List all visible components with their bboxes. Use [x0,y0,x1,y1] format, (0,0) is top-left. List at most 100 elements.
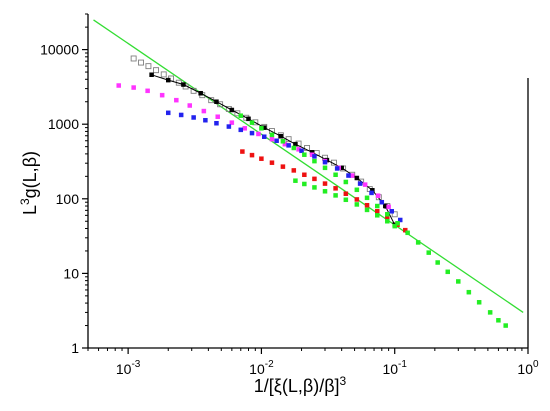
series-1-point-1 [165,77,171,83]
series-5-point-17 [415,240,421,245]
series-0-point-21 [304,145,311,151]
series-2-point-3 [159,92,165,98]
series-1-point-3 [198,90,203,96]
series-2-point-10 [256,131,261,137]
series-6-point-8 [375,213,380,218]
series-4-point-12 [364,202,370,208]
series-5-point-0 [238,113,244,118]
series-1-point-8 [278,133,284,139]
series-4-point-6 [302,172,307,178]
series-5-point-20 [445,269,451,275]
y-tick-label-4: 10000 [40,42,79,58]
x-tick-label-1: 10-2 [249,359,274,377]
series-1-point-9 [293,141,298,147]
fit-line-layer [93,19,524,313]
series-6-point-3 [322,189,328,194]
y-tick-label-3: 1000 [48,116,79,132]
series-0-point-0 [130,55,137,62]
series-3-point-19 [389,209,394,214]
series-4-point-2 [259,156,264,161]
series-5-point-4 [280,139,286,144]
series-0-point-13 [234,110,241,117]
series-5 [238,113,508,328]
series-1-point-4 [214,99,219,104]
series-6-point-6 [354,202,360,207]
series-4-point-7 [312,176,317,182]
series-5-point-26 [503,323,508,328]
series-3-point-20 [397,217,403,223]
y-tick-label-1: 10 [63,265,79,281]
series-5-point-1 [249,120,255,125]
series-layer [116,55,508,328]
series-3-point-13 [322,159,328,165]
series-5-point-12 [364,195,370,201]
series-4-point-0 [240,149,245,154]
series-3-point-8 [261,134,267,139]
series-1-point-13 [354,175,360,181]
series-5-point-6 [302,152,307,157]
series-0-point-11 [217,101,224,108]
series-6-point-9 [385,219,390,224]
series-1-point-6 [246,116,251,122]
series-5-point-15 [395,221,400,226]
series-1-point-0 [149,72,154,78]
series-3-point-1 [178,112,184,118]
series-2-point-6 [201,108,207,114]
series-0-point-1 [138,59,144,66]
series-6-point-4 [333,193,338,198]
series-4-point-13 [375,209,380,214]
series-2-point-1 [131,85,136,90]
series-5-point-21 [456,279,461,284]
series-0-point-3 [153,67,160,74]
series-6-point-10 [392,223,397,229]
series-5-point-14 [385,212,390,217]
series-3-point-15 [346,173,351,178]
axes: 10-3 10-2 10-1 100 1 10 100 1000 10000 [40,13,539,377]
y-tick-label-0: 1 [71,340,79,356]
series-6 [293,178,397,229]
series-6-point-7 [364,207,370,213]
series-3-point-9 [274,138,279,143]
series-2 [116,83,391,210]
y-tick-label-2: 100 [56,191,80,207]
series-4-point-10 [343,191,349,196]
series-2-point-8 [229,120,235,125]
series-3 [165,110,403,223]
series-5-point-25 [496,318,501,323]
x-tick-label-2: 10-1 [382,359,407,377]
series-3-point-11 [299,148,304,154]
series-5-point-19 [435,260,440,265]
series-5-point-11 [354,187,360,193]
series-5-point-9 [333,172,338,178]
series-3-point-16 [357,181,363,186]
series-6-point-2 [312,185,317,190]
series-4-point-11 [354,197,360,202]
x-tick-label-3: 100 [517,359,539,377]
y-axis-title: L3g(L,β) [18,151,40,215]
series-0-point-2 [145,63,152,70]
series-2-point-11 [269,136,275,142]
series-2-point-5 [187,103,193,108]
series-5-point-18 [426,250,431,255]
series-4-point-16 [403,227,408,233]
series-2-point-17 [349,173,355,178]
series-4-point-5 [291,168,297,173]
series-4-point-1 [249,152,255,158]
plot-area [93,19,524,328]
series-3-point-5 [226,124,232,129]
series-6-point-5 [343,197,349,203]
series-5-point-8 [322,165,328,171]
series-5-point-5 [291,145,297,151]
series-3-point-7 [249,130,255,136]
series-3-point-17 [369,190,374,196]
series-3-point-18 [379,199,385,205]
series-6-point-0 [293,178,298,183]
series-3-point-10 [286,143,291,148]
series-5-point-7 [312,158,317,164]
series-1-point-2 [181,82,186,87]
series-0-point-4 [160,71,167,78]
series-5-point-13 [375,203,380,209]
series-3-point-2 [191,115,196,120]
tick-layer: 10-3 10-2 10-1 100 1 10 100 1000 10000 [40,13,539,377]
